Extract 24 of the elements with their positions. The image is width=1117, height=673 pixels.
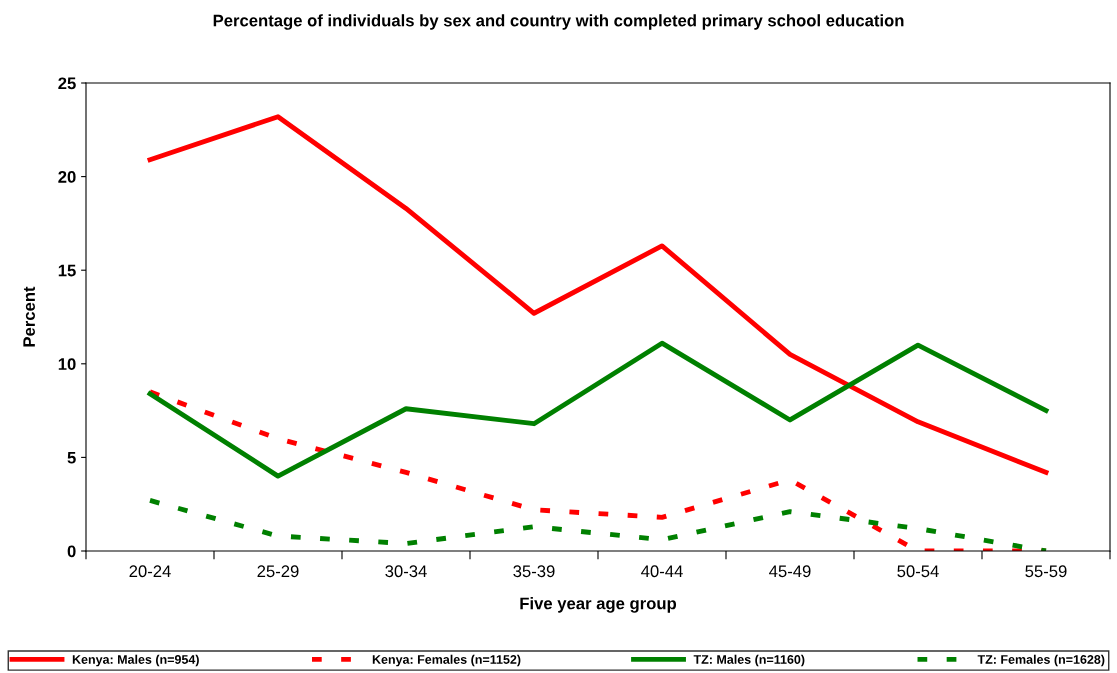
y-tick-label: 20 xyxy=(58,171,76,183)
x-tick-label: 35-39 xyxy=(513,565,555,578)
y-tick-label: 25 xyxy=(58,77,76,90)
y-tick-label: 0 xyxy=(67,545,76,558)
line-series xyxy=(147,340,1049,479)
x-tick-label: 20-24 xyxy=(129,565,171,578)
x-axis-title: Five year age group xyxy=(520,597,677,613)
y-axis-title: Percent xyxy=(23,286,35,347)
legend-label: Kenya: Males (n=954) xyxy=(72,654,199,667)
y-tick-label: 10 xyxy=(58,358,76,370)
legend-label: TZ: Females (n=1628) xyxy=(977,654,1105,667)
y-tick-label: 15 xyxy=(58,264,76,277)
x-tick-label: 30-34 xyxy=(385,565,427,578)
x-tick-label: 55-59 xyxy=(1025,565,1067,578)
line-series xyxy=(147,498,1049,551)
x-tick-label: 25-29 xyxy=(257,565,299,578)
x-tick-label: 40-44 xyxy=(641,565,683,578)
y-tick-label: 5 xyxy=(67,451,76,464)
chart-title: Percentage of individuals by sex and country with completed primary school education xyxy=(213,14,904,30)
line-series xyxy=(147,114,1049,475)
x-tick-label: 50-54 xyxy=(897,565,939,578)
x-tick-label: 45-49 xyxy=(769,565,811,578)
legend-label: Kenya: Females (n=1152) xyxy=(372,654,521,667)
legend-label: TZ: Males (n=1160) xyxy=(693,654,805,667)
